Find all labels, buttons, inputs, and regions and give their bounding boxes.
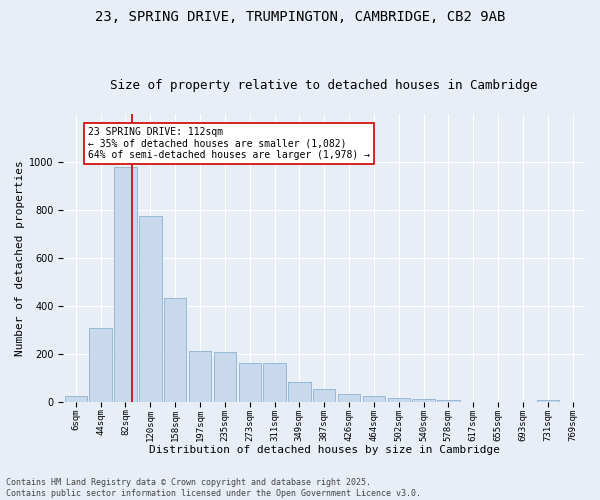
Bar — [189, 350, 211, 403]
Bar — [214, 352, 236, 403]
Bar — [388, 398, 410, 402]
Bar — [437, 400, 460, 402]
Bar — [288, 382, 311, 402]
X-axis label: Distribution of detached houses by size in Cambridge: Distribution of detached houses by size … — [149, 445, 500, 455]
Bar — [239, 362, 261, 403]
Bar — [362, 396, 385, 402]
Y-axis label: Number of detached properties: Number of detached properties — [15, 160, 25, 356]
Bar — [115, 167, 137, 402]
Bar — [412, 398, 435, 402]
Title: Size of property relative to detached houses in Cambridge: Size of property relative to detached ho… — [110, 79, 538, 92]
Text: 23 SPRING DRIVE: 112sqm
← 35% of detached houses are smaller (1,082)
64% of semi: 23 SPRING DRIVE: 112sqm ← 35% of detache… — [88, 127, 370, 160]
Text: 23, SPRING DRIVE, TRUMPINGTON, CAMBRIDGE, CB2 9AB: 23, SPRING DRIVE, TRUMPINGTON, CAMBRIDGE… — [95, 10, 505, 24]
Bar — [338, 394, 360, 402]
Bar — [139, 216, 161, 402]
Bar — [89, 328, 112, 402]
Bar — [65, 396, 87, 402]
Bar — [313, 389, 335, 402]
Bar — [536, 400, 559, 402]
Text: Contains HM Land Registry data © Crown copyright and database right 2025.
Contai: Contains HM Land Registry data © Crown c… — [6, 478, 421, 498]
Bar — [263, 362, 286, 403]
Bar — [164, 298, 187, 403]
